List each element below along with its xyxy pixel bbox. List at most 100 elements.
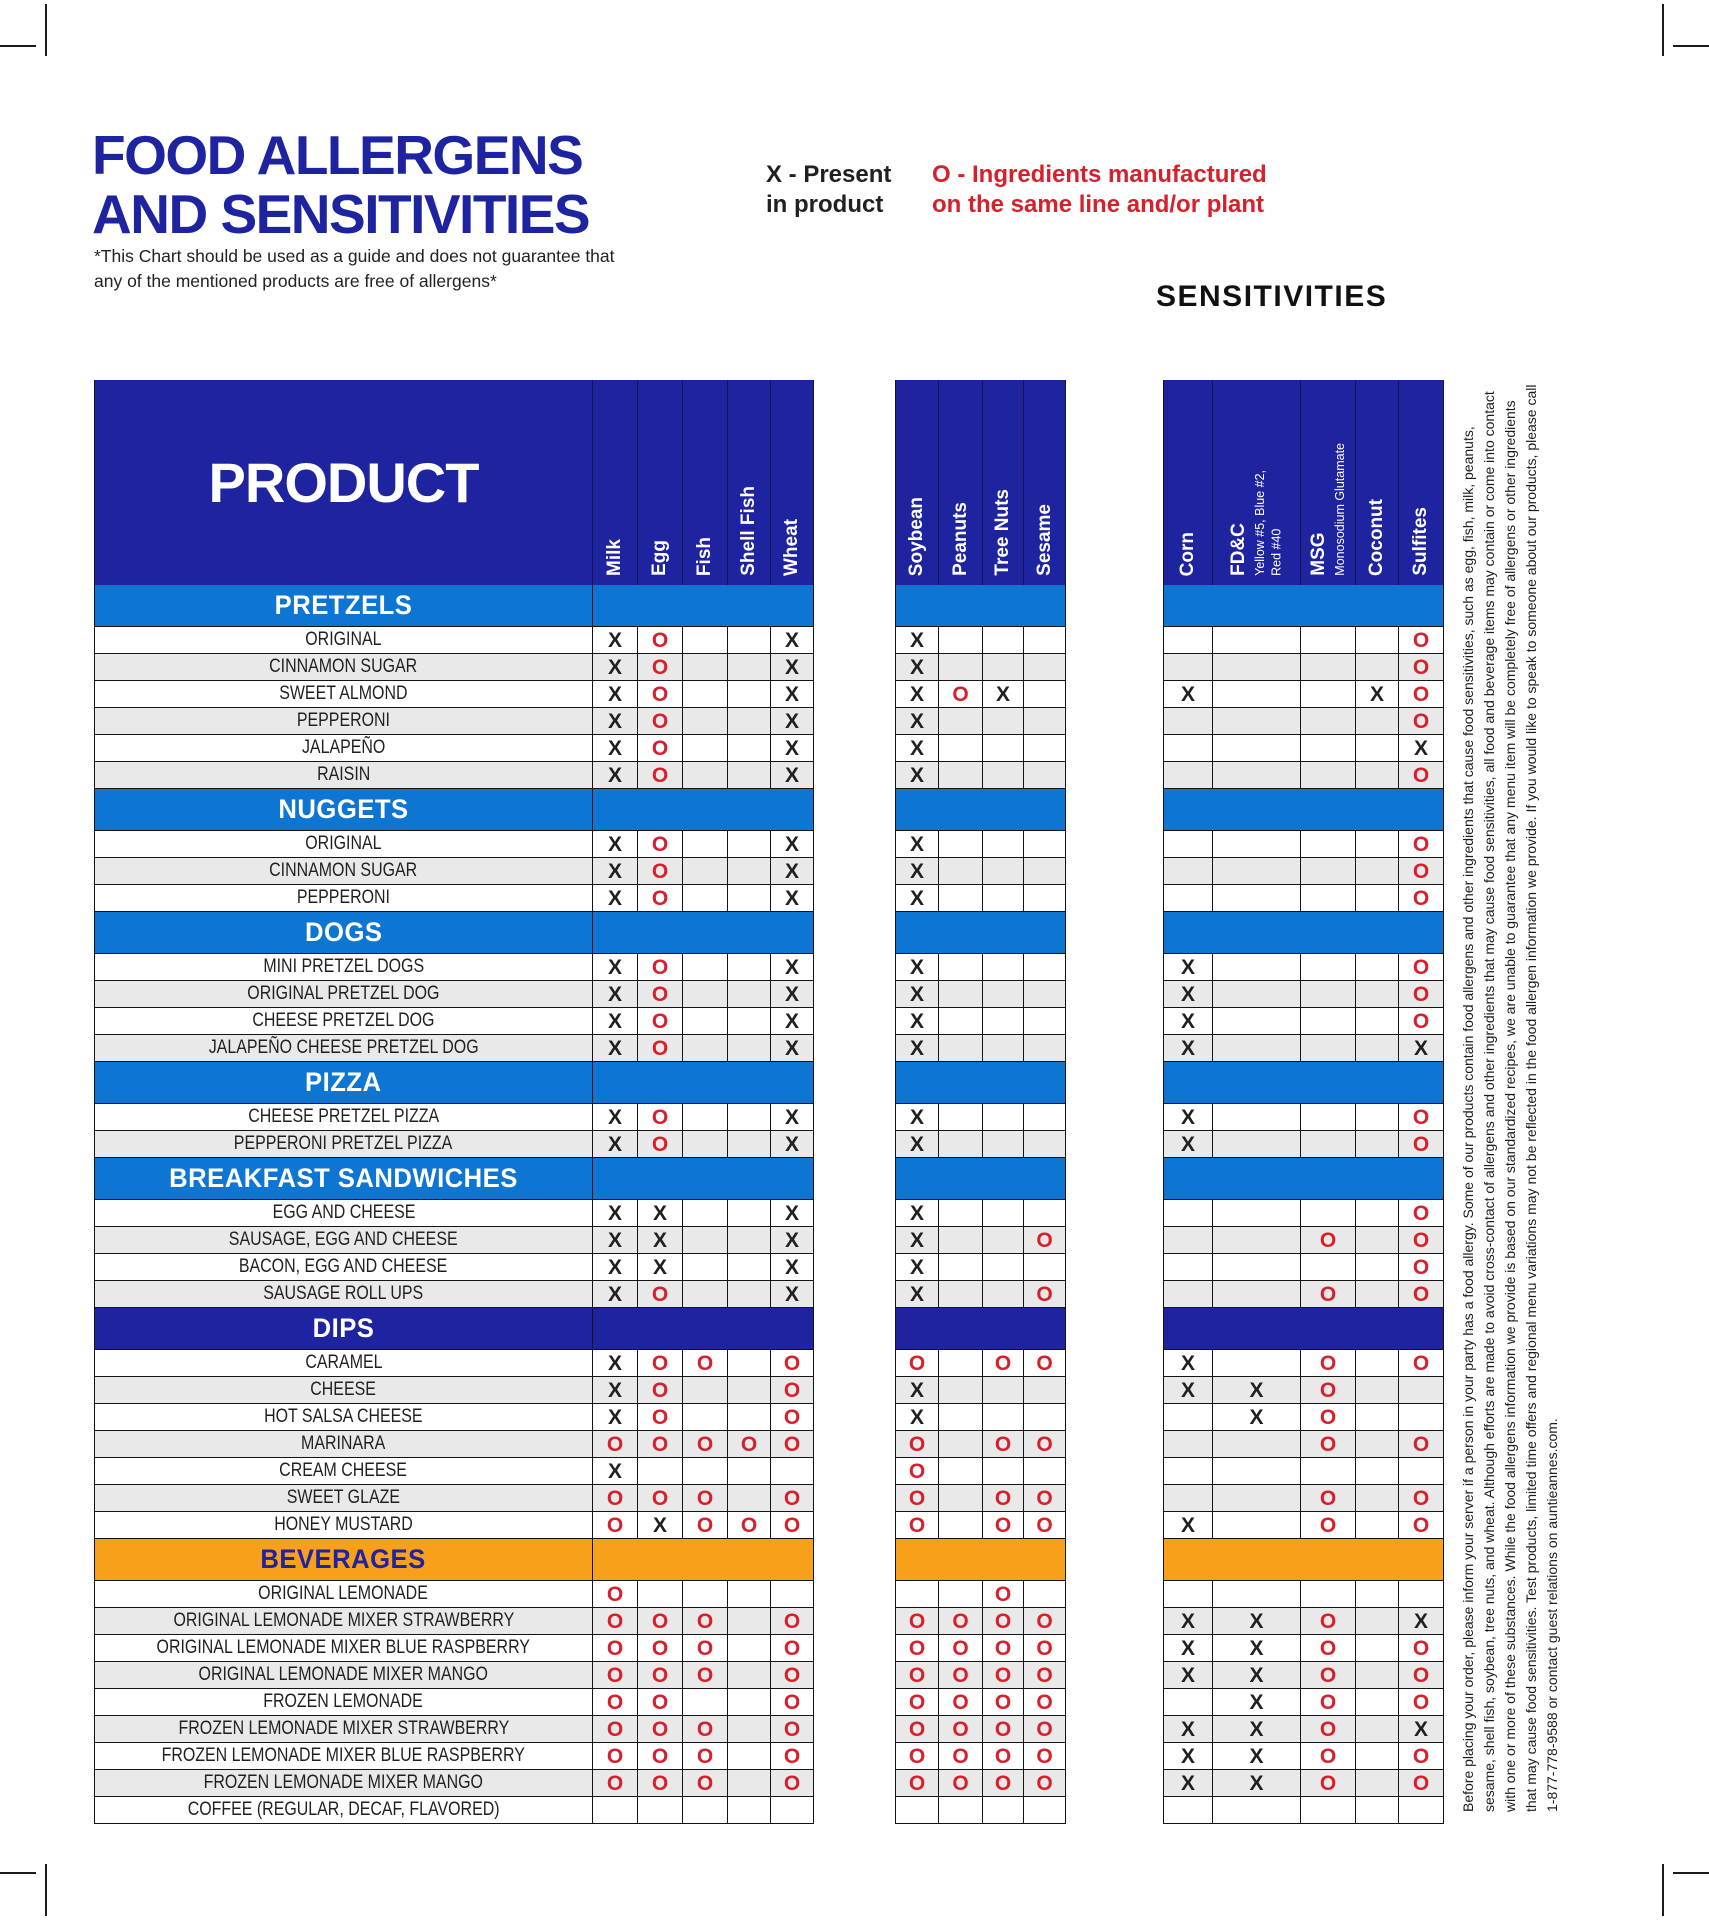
mark-cell — [1213, 1254, 1301, 1281]
o-mark: O — [994, 1744, 1012, 1768]
x-mark: X — [909, 1255, 924, 1279]
product-name: ORIGINAL LEMONADE MIXER MANGO — [198, 1664, 489, 1685]
o-mark: O — [952, 1636, 969, 1660]
x-mark: X — [784, 1282, 799, 1306]
o-mark: O — [651, 628, 669, 652]
mark-cell — [1356, 1200, 1399, 1227]
mark-cell: O — [1301, 1770, 1356, 1797]
product-name: MARINARA — [301, 1433, 386, 1454]
x-mark: X — [1249, 1378, 1264, 1402]
mark-cell: X — [896, 981, 939, 1008]
o-mark: O — [1036, 1636, 1053, 1660]
o-mark: O — [1319, 1690, 1337, 1714]
mark-cell — [1024, 981, 1066, 1008]
mark-cell: X — [771, 1281, 814, 1308]
product-cell: CINNAMON SUGAR — [95, 654, 593, 681]
mark-cell: O — [771, 1512, 814, 1539]
x-mark: X — [909, 859, 924, 883]
product-cell: CREAM CHEESE — [95, 1458, 593, 1485]
x-mark: X — [909, 1378, 924, 1402]
mark-cell — [1301, 1581, 1356, 1608]
o-mark: O — [606, 1486, 624, 1510]
x-mark: X — [909, 763, 924, 787]
mark-cell — [939, 858, 983, 885]
product-name: HONEY MUSTARD — [274, 1514, 413, 1535]
mark-cell: O — [983, 1350, 1024, 1377]
o-mark: O — [1319, 1771, 1337, 1795]
mark-cell — [1213, 681, 1301, 708]
section-bar — [593, 1062, 814, 1104]
o-mark: O — [908, 1771, 926, 1795]
x-mark: X — [607, 886, 622, 910]
mark-cell — [1213, 1797, 1301, 1824]
mark-cell: O — [638, 708, 683, 735]
mark-cell: X — [1213, 1770, 1301, 1797]
section-label: PRETZELS — [274, 590, 413, 620]
mark-cell — [1213, 627, 1301, 654]
product-name: CHEESE — [310, 1379, 377, 1400]
legend-o-same-line: O - Ingredients manufactured on the same… — [932, 161, 1267, 218]
mark-cell: X — [593, 1200, 638, 1227]
section-bar — [1164, 1158, 1444, 1200]
o-mark: O — [651, 955, 669, 979]
sensitivities-table: Corn FD&C Yellow #5, Blue #2, Red #40 MSG Mo… — [1163, 380, 1444, 1824]
allergen-table-nuts: Soybean Peanuts Tree Nuts Sesame X X X O X X X X X X X… — [895, 380, 1066, 1824]
mark-cell: X — [593, 762, 638, 789]
o-mark: O — [651, 1744, 669, 1768]
mark-cell — [683, 831, 728, 858]
o-mark: O — [651, 736, 669, 760]
o-mark: O — [1412, 1228, 1430, 1252]
x-mark: X — [909, 1009, 924, 1033]
mark-cell: O — [593, 1689, 638, 1716]
mark-cell — [728, 1104, 771, 1131]
x-mark: X — [607, 1351, 622, 1375]
mark-cell — [728, 1200, 771, 1227]
o-mark: O — [1036, 1282, 1053, 1306]
mark-cell — [728, 1131, 771, 1158]
mark-cell — [728, 858, 771, 885]
mark-cell — [983, 885, 1024, 912]
mark-cell — [1356, 831, 1399, 858]
mark-cell — [1356, 1431, 1399, 1458]
product-cell: CARAMEL — [95, 1350, 593, 1377]
mark-cell: X — [1399, 735, 1444, 762]
section-bar — [593, 912, 814, 954]
crop-mark — [45, 4, 47, 56]
product-name: FROZEN LEMONADE MIXER BLUE RASPBERRY — [161, 1745, 526, 1766]
o-mark: O — [1319, 1282, 1337, 1306]
o-mark: O — [1412, 1663, 1430, 1687]
product-cell: HONEY MUSTARD — [95, 1512, 593, 1539]
x-mark: X — [1180, 1744, 1195, 1768]
mark-cell: X — [771, 858, 814, 885]
o-mark: O — [1036, 1690, 1053, 1714]
mark-cell: O — [1399, 1104, 1444, 1131]
mark-cell: O — [983, 1716, 1024, 1743]
mark-cell: O — [638, 1377, 683, 1404]
product-name: BACON, EGG AND CHEESE — [239, 1256, 448, 1277]
mark-cell — [1356, 1581, 1399, 1608]
mark-cell — [939, 1104, 983, 1131]
mark-cell: O — [896, 1770, 939, 1797]
mark-cell: O — [1024, 1350, 1066, 1377]
o-mark: O — [908, 1459, 926, 1483]
mark-cell: X — [593, 627, 638, 654]
o-mark: O — [783, 1771, 801, 1795]
mark-cell: X — [1399, 1716, 1444, 1743]
mark-cell — [1356, 1131, 1399, 1158]
mark-cell: O — [683, 1485, 728, 1512]
product-cell: ORIGINAL — [95, 831, 593, 858]
mark-cell: O — [1399, 1254, 1444, 1281]
mark-cell — [1213, 1131, 1301, 1158]
mark-cell: X — [896, 831, 939, 858]
mark-cell — [1213, 1227, 1301, 1254]
mark-cell: X — [896, 708, 939, 735]
mark-cell: X — [1164, 1716, 1213, 1743]
mark-cell — [1164, 831, 1213, 858]
o-mark: O — [994, 1690, 1012, 1714]
mark-cell — [683, 1104, 728, 1131]
mark-cell: O — [638, 1485, 683, 1512]
mark-cell — [983, 1281, 1024, 1308]
product-name: ORIGINAL LEMONADE MIXER BLUE RASPBERRY — [156, 1637, 531, 1658]
o-mark: O — [908, 1663, 926, 1687]
mark-cell: O — [1301, 1512, 1356, 1539]
